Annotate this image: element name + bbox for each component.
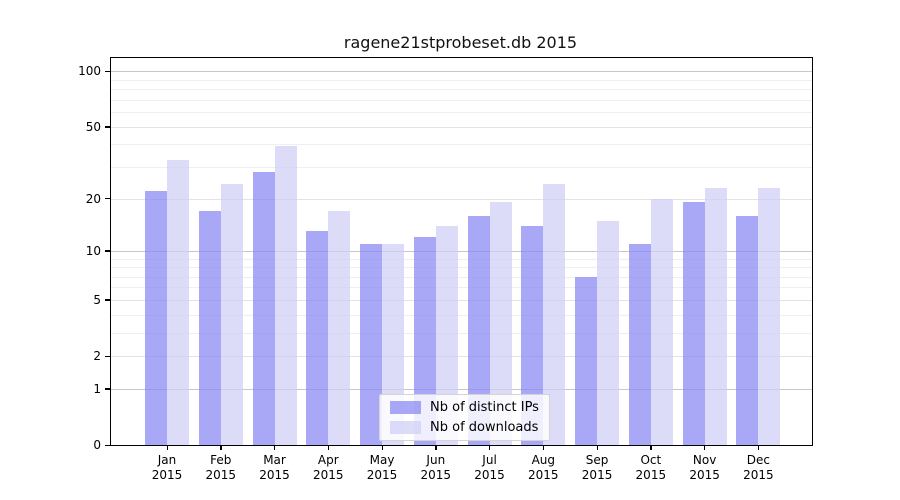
y-tick <box>105 355 110 357</box>
x-tick-label-jul: Jul 2015 <box>474 453 505 482</box>
y-tick-label: 5 <box>93 292 101 307</box>
x-tick-label-nov: Nov 2015 <box>689 453 720 482</box>
x-tick-label-mar: Mar 2015 <box>259 453 290 482</box>
bar-ips-may <box>360 243 383 445</box>
gridline-minor <box>111 258 812 260</box>
x-tick-label-jan: Jan 2015 <box>151 453 183 482</box>
x-tick <box>650 445 652 450</box>
x-tick <box>489 445 491 450</box>
gridline-minor <box>111 144 812 146</box>
x-tick-label-apr: Apr 2015 <box>312 453 344 482</box>
x-tick <box>704 445 706 450</box>
x-tick <box>596 445 598 450</box>
bar-ips-mar <box>252 172 275 445</box>
y-tick-label: 1 <box>93 381 101 396</box>
legend-swatch-downloads <box>390 421 421 434</box>
x-tick <box>274 445 276 450</box>
y-tick <box>105 250 110 252</box>
bar-ips-apr <box>306 231 329 445</box>
y-tick <box>105 444 110 446</box>
bar-downloads-jul <box>489 202 512 445</box>
gridline-minor <box>111 276 812 278</box>
gridline-minor <box>111 89 812 91</box>
y-tick-label: 10 <box>85 243 101 258</box>
x-tick <box>166 445 168 450</box>
gridline-labeled <box>111 299 812 301</box>
x-tick <box>435 445 437 450</box>
legend-row-downloads: Nb of downloads <box>390 420 539 435</box>
gridline-minor <box>111 314 812 316</box>
bar-ips-aug <box>521 225 544 445</box>
y-tick-label: 2 <box>93 349 101 364</box>
x-tick-label-sep: Sep 2015 <box>581 453 613 482</box>
bar-downloads-mar <box>274 146 297 445</box>
bar-downloads-feb <box>220 184 243 445</box>
bar-downloads-jun <box>435 225 458 445</box>
y-tick-label: 0 <box>93 438 101 452</box>
chart-title: ragene21stprobeset.db 2015 <box>343 33 578 52</box>
legend-swatch-distinct-ips <box>390 401 421 414</box>
y-tick-label: 50 <box>85 119 101 134</box>
gridline-minor <box>111 332 812 334</box>
gridline-minor <box>111 267 812 269</box>
gridline-labeled <box>111 356 812 358</box>
legend: Nb of distinct IPs Nb of downloads <box>379 394 550 441</box>
x-tick <box>220 445 222 450</box>
x-tick-label-dec: Dec 2015 <box>743 453 774 482</box>
x-tick-label-may: May 2015 <box>366 453 398 482</box>
bar-ips-jan <box>145 191 167 445</box>
gridline-major <box>111 250 812 252</box>
bar-ips-jun <box>413 237 436 445</box>
y-tick <box>105 198 110 200</box>
x-tick <box>381 445 383 450</box>
bar-downloads-oct <box>650 198 673 445</box>
bar-downloads-sep <box>597 220 620 445</box>
y-tick <box>105 126 110 128</box>
gridline-major <box>111 388 812 390</box>
y-tick-label: 100 <box>78 64 101 79</box>
bar-ips-oct <box>628 243 651 445</box>
x-tick-label-aug: Aug 2015 <box>528 453 559 482</box>
bar-ips-jul <box>467 215 490 445</box>
gridline-minor <box>111 287 812 289</box>
y-tick <box>105 70 110 73</box>
x-tick <box>757 445 760 450</box>
gridline-minor <box>111 167 812 168</box>
gridline-labeled <box>111 198 812 200</box>
x-tick <box>542 445 545 450</box>
x-tick-label-oct: Oct 2015 <box>635 453 667 482</box>
x-tick-label-jun: Jun 2015 <box>420 453 452 482</box>
y-tick <box>105 388 110 390</box>
bar-downloads-jan <box>167 159 189 445</box>
legend-label-distinct-ips: Nb of distinct IPs <box>430 400 539 415</box>
legend-label-downloads: Nb of downloads <box>430 420 539 435</box>
bar-ips-sep <box>575 276 598 445</box>
bar-downloads-nov <box>704 187 727 445</box>
bar-ips-nov <box>682 202 705 445</box>
legend-row-distinct-ips: Nb of distinct IPs <box>390 400 539 415</box>
bar-downloads-dec <box>758 187 781 445</box>
y-tick <box>105 299 110 301</box>
bar-ips-dec <box>736 215 759 445</box>
bar-downloads-apr <box>328 211 351 445</box>
x-tick <box>327 445 330 450</box>
gridline-minor <box>111 79 812 81</box>
bar-ips-feb <box>198 211 221 445</box>
gridline-minor <box>111 99 812 101</box>
y-tick-label: 20 <box>85 191 101 206</box>
bar-downloads-aug <box>543 184 566 445</box>
gridline-major <box>111 71 812 73</box>
plot-area: 100 50 20 10 5 2 1 0 Nb of distinct IPs Nb of d… <box>78 57 813 482</box>
gridline-labeled <box>111 126 812 128</box>
x-tick-label-feb: Feb 2015 <box>205 453 237 482</box>
gridline-minor <box>111 112 812 114</box>
